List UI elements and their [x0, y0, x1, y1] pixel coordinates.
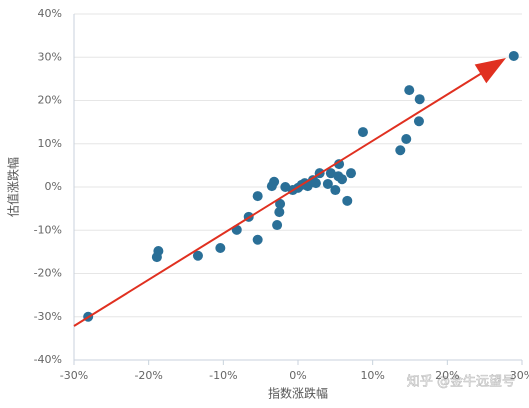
- point: [357, 127, 368, 138]
- point: [414, 94, 425, 105]
- x-tick-label: 30%: [510, 369, 529, 382]
- x-tick-label: -30%: [60, 369, 88, 382]
- y-tick-label: 30%: [38, 50, 62, 63]
- y-tick-label: 10%: [38, 137, 62, 150]
- x-tick-label: 0%: [289, 369, 306, 382]
- point: [252, 234, 263, 245]
- y-tick-label: 0%: [45, 180, 62, 193]
- point: [192, 250, 203, 261]
- trend-arrow-line: [73, 72, 483, 327]
- y-axis-label: 估值涨跌幅: [6, 157, 21, 217]
- x-tick-label: 10%: [360, 369, 384, 382]
- point: [269, 176, 280, 187]
- point: [330, 185, 341, 196]
- point: [404, 85, 415, 96]
- point: [508, 50, 519, 61]
- point: [274, 207, 285, 218]
- point: [322, 178, 333, 189]
- x-tick-label: 20%: [435, 369, 459, 382]
- point: [337, 174, 348, 185]
- x-axis-label: 指数涨跌幅: [268, 386, 328, 401]
- point: [272, 220, 283, 231]
- point: [310, 178, 321, 189]
- x-tick-label: -20%: [134, 369, 162, 382]
- x-tick-label: -10%: [209, 369, 237, 382]
- point: [346, 168, 357, 179]
- y-tick-label: -20%: [34, 267, 62, 280]
- point: [275, 198, 286, 209]
- y-tick-label: -30%: [34, 310, 62, 323]
- watermark: 知乎 @金牛远望号: [407, 374, 515, 390]
- trend-arrow-head: [474, 58, 506, 84]
- point: [153, 246, 164, 257]
- point: [342, 195, 353, 206]
- y-tick-label: 20%: [38, 94, 62, 107]
- point: [334, 159, 345, 170]
- point: [215, 242, 226, 253]
- point: [252, 191, 263, 202]
- point: [395, 145, 406, 156]
- y-tick-label: 40%: [38, 7, 62, 20]
- y-tick-label: -10%: [34, 223, 62, 236]
- point: [401, 133, 412, 144]
- point: [413, 116, 424, 127]
- y-tick-label: -40%: [34, 353, 62, 366]
